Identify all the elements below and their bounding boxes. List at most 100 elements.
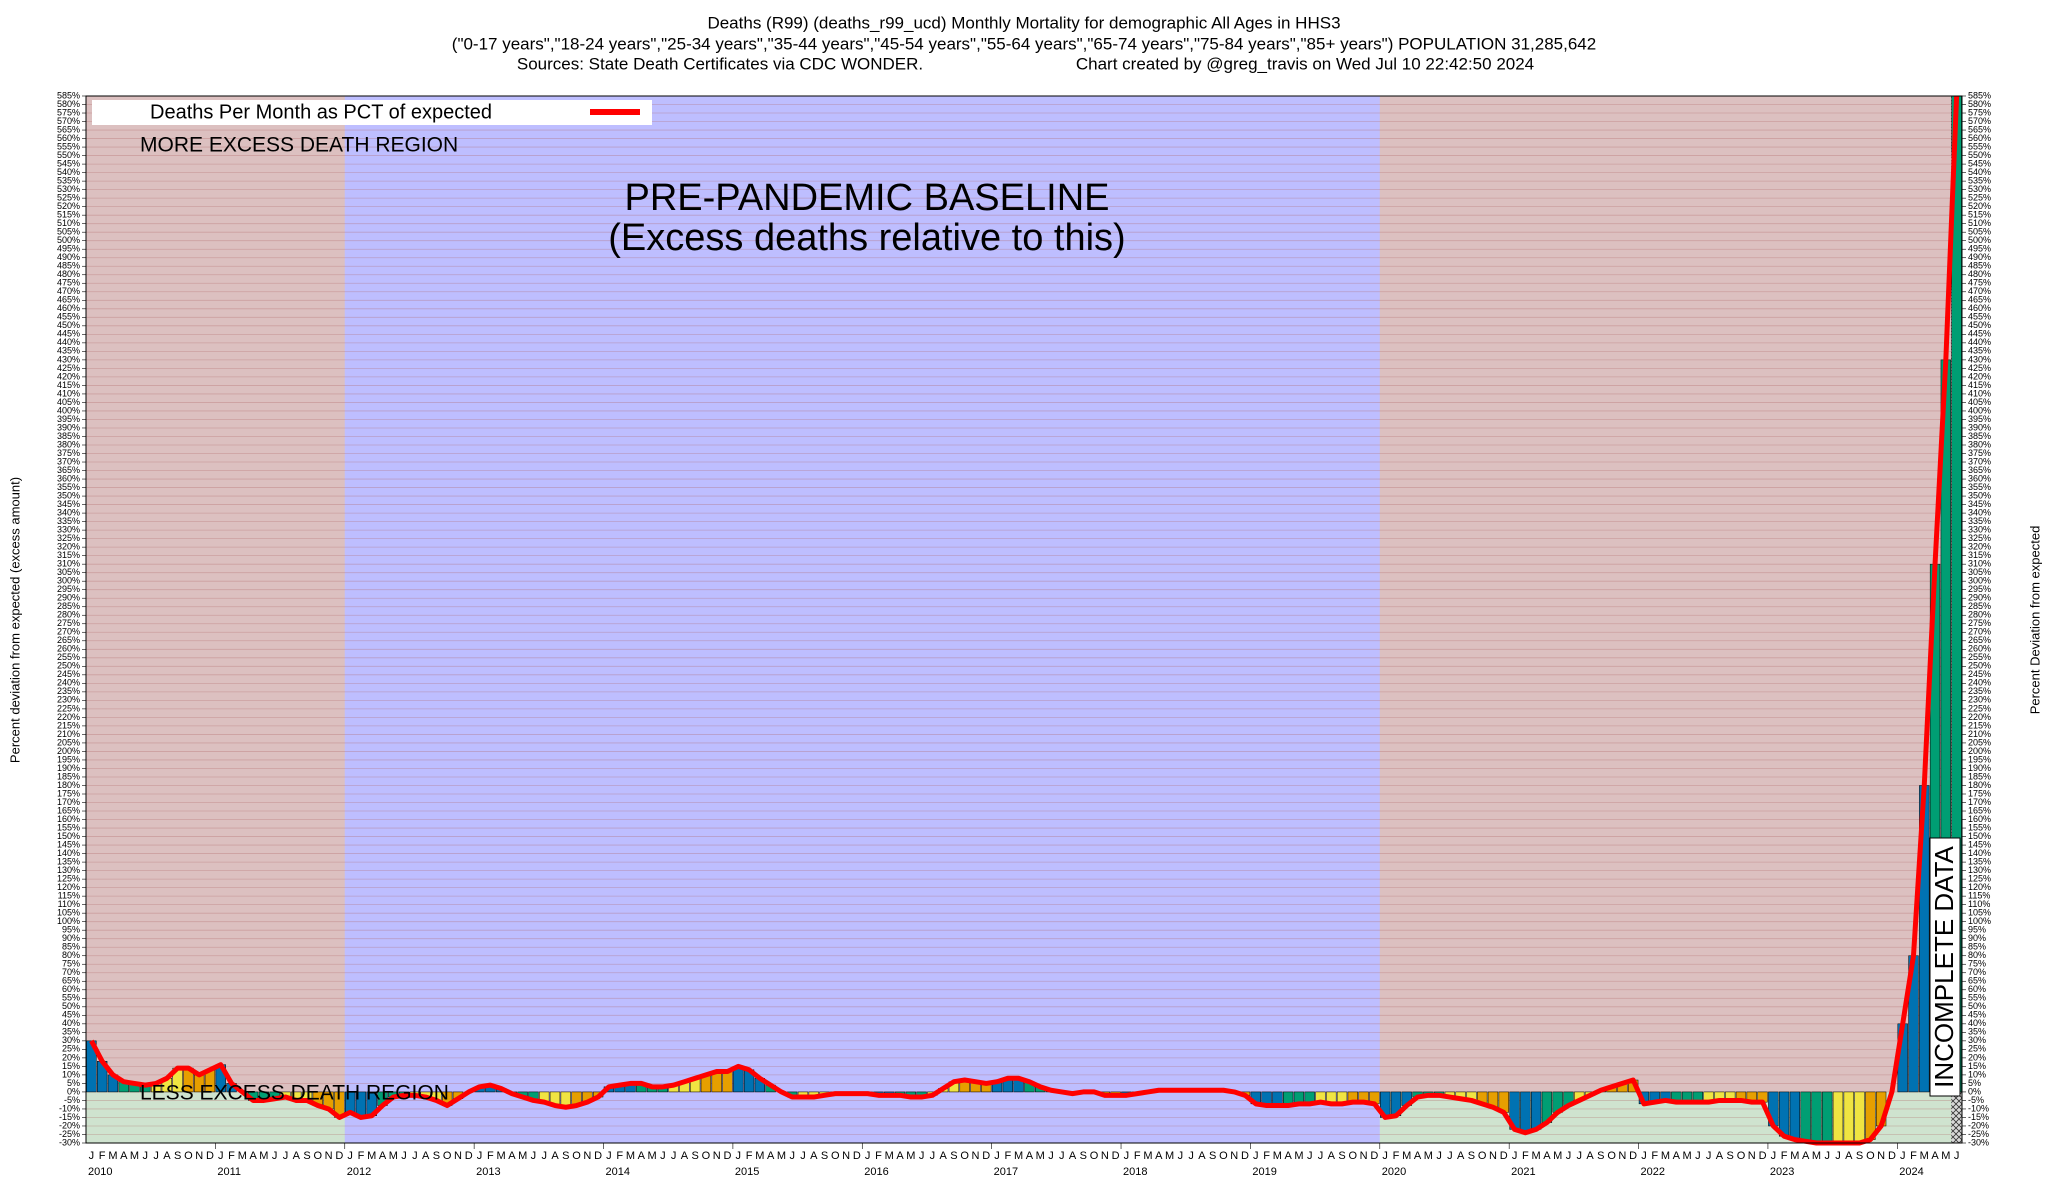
x-month-label: D	[1888, 1150, 1896, 1162]
y-tick-label: 10%	[62, 1069, 80, 1079]
y-tick-label: 375%	[57, 448, 80, 458]
x-year-label: 2012	[347, 1166, 371, 1178]
x-month-label: M	[497, 1150, 506, 1162]
x-month-label: J	[1048, 1150, 1054, 1162]
x-month-label: F	[487, 1150, 494, 1162]
y-tick-label: 305%	[57, 567, 80, 577]
y-tick-label: -30%	[59, 1137, 80, 1147]
y2-tick-label: 240%	[1968, 678, 1991, 688]
x-month-label: J	[1253, 1150, 1259, 1162]
x-month-label: O	[831, 1150, 840, 1162]
y-tick-label: 280%	[57, 610, 80, 620]
x-month-label: A	[1155, 1150, 1163, 1162]
y2-tick-label: -10%	[1968, 1103, 1989, 1113]
x-month-label: J	[1641, 1150, 1647, 1162]
x-month-label: M	[1941, 1150, 1950, 1162]
y2-tick-label: 465%	[1968, 295, 1991, 305]
y-tick-label: 480%	[57, 269, 80, 279]
x-month-label: J	[531, 1150, 537, 1162]
x-month-label: O	[1607, 1150, 1616, 1162]
y2-tick-label: 535%	[1968, 175, 1991, 185]
x-month-label: S	[1338, 1150, 1345, 1162]
x-month-label: J	[347, 1150, 353, 1162]
x-month-label: A	[1543, 1150, 1551, 1162]
y-tick-label: 205%	[57, 737, 80, 747]
x-year-label: 2015	[735, 1166, 759, 1178]
x-month-label: J	[1318, 1150, 1324, 1162]
x-month-label: A	[1328, 1150, 1336, 1162]
y2-tick-label: 305%	[1968, 567, 1991, 577]
x-month-label: J	[541, 1150, 547, 1162]
x-month-label: J	[800, 1150, 806, 1162]
y-tick-label: 450%	[57, 320, 80, 330]
y2-tick-label: 225%	[1968, 703, 1991, 713]
y2-tick-label: 275%	[1968, 618, 1991, 628]
x-month-label: M	[1790, 1150, 1799, 1162]
x-month-label: M	[108, 1150, 117, 1162]
y2-tick-label: 295%	[1968, 584, 1991, 594]
y-axis-label: Percent deviation from expected (excess …	[7, 477, 22, 763]
y2-tick-label: 175%	[1968, 788, 1991, 798]
x-month-label: A	[508, 1150, 516, 1162]
y2-tick-label: 300%	[1968, 576, 1991, 586]
y-tick-label: 340%	[57, 507, 80, 517]
y2-tick-label: 425%	[1968, 363, 1991, 373]
legend-label: Deaths Per Month as PCT of expected	[150, 101, 492, 123]
y2-tick-label: 65%	[1968, 976, 1986, 986]
x-month-label: D	[335, 1150, 343, 1162]
x-month-label: J	[660, 1150, 666, 1162]
y2-tick-label: 0%	[1968, 1086, 1981, 1096]
y-tick-label: 580%	[57, 99, 80, 109]
y2-tick-label: 455%	[1968, 312, 1991, 322]
y2-tick-label: 70%	[1968, 967, 1986, 977]
y-tick-label: 210%	[57, 729, 80, 739]
y2-tick-label: 130%	[1968, 865, 1991, 875]
x-month-label: A	[1198, 1150, 1206, 1162]
y-tick-label: 335%	[57, 516, 80, 526]
y2-tick-label: 220%	[1968, 712, 1991, 722]
x-month-label: A	[1284, 1150, 1292, 1162]
y-tick-label: 435%	[57, 346, 80, 356]
baseline-subtitle: (Excess deaths relative to this)	[608, 217, 1125, 259]
x-month-label: J	[930, 1150, 936, 1162]
x-month-label: M	[1812, 1150, 1821, 1162]
y2-tick-label: 55%	[1968, 993, 1986, 1003]
y-tick-label: 535%	[57, 175, 80, 185]
y2-tick-label: 140%	[1968, 848, 1991, 858]
y-tick-label: 145%	[57, 839, 80, 849]
x-month-label: F	[746, 1150, 753, 1162]
x-month-label: A	[1414, 1150, 1422, 1162]
y2-tick-label: 550%	[1968, 150, 1991, 160]
y-tick-label: 60%	[62, 984, 80, 994]
y2-tick-label: 395%	[1968, 414, 1991, 424]
x-month-label: D	[1370, 1150, 1378, 1162]
x-month-label: J	[89, 1150, 95, 1162]
y-tick-label: 150%	[57, 831, 80, 841]
y-tick-label: 40%	[62, 1018, 80, 1028]
y2-tick-label: 205%	[1968, 737, 1991, 747]
x-month-label: J	[865, 1150, 871, 1162]
y-tick-label: -20%	[59, 1120, 80, 1130]
y-tick-label: 75%	[62, 959, 80, 969]
x-month-label: J	[153, 1150, 159, 1162]
y-tick-label: 120%	[57, 882, 80, 892]
y-tick-label: 215%	[57, 720, 80, 730]
x-month-label: D	[1241, 1150, 1249, 1162]
x-month-label: N	[713, 1150, 721, 1162]
x-month-label: J	[1771, 1150, 1777, 1162]
y2-tick-label: 520%	[1968, 201, 1991, 211]
y-tick-label: 55%	[62, 993, 80, 1003]
less-region-label: LESS EXCESS DEATH REGION	[140, 1082, 449, 1105]
y-tick-label: 290%	[57, 593, 80, 603]
x-month-label: D	[1112, 1150, 1120, 1162]
x-month-label: F	[99, 1150, 106, 1162]
y2-tick-label: 235%	[1968, 686, 1991, 696]
x-month-label: M	[1036, 1150, 1045, 1162]
y2-tick-label: 45%	[1968, 1010, 1986, 1020]
y-tick-label: 420%	[57, 371, 80, 381]
x-month-label: J	[1824, 1150, 1830, 1162]
y-tick-label: 5%	[67, 1078, 80, 1088]
y-tick-label: 195%	[57, 754, 80, 764]
x-year-label: 2014	[606, 1166, 630, 1178]
y-tick-label: 185%	[57, 771, 80, 781]
